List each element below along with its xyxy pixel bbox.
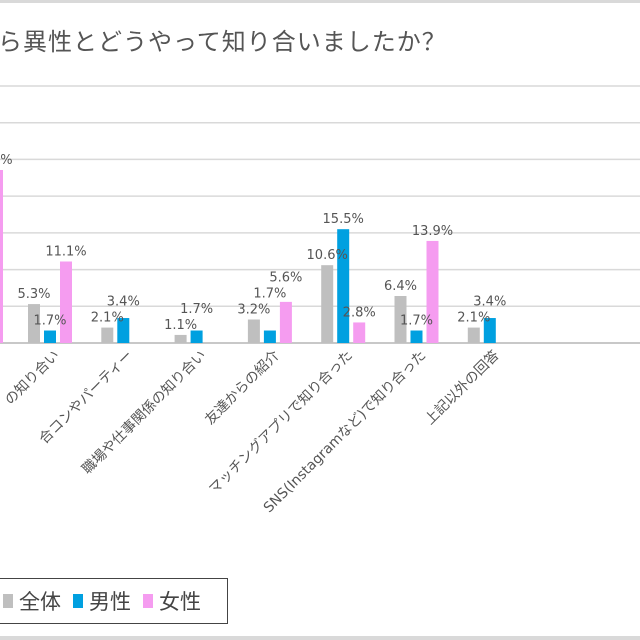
legend-item-male: 男性 (73, 586, 131, 616)
bar-0-6 (467, 327, 480, 343)
bar-0-5 (394, 296, 407, 343)
data-label: 2.8% (343, 305, 376, 320)
bar-cropped (0, 170, 3, 343)
bar-1-1 (117, 318, 130, 343)
legend-swatch-female (143, 594, 153, 608)
bar-1-3 (263, 330, 276, 343)
bar-0-4 (321, 265, 334, 343)
data-label: 1.7% (253, 287, 286, 302)
bar-2-4 (353, 322, 366, 343)
data-label: 1.7% (400, 314, 433, 329)
category-label: 職場や仕事関係の知り合い (79, 347, 210, 478)
category-label: 友達からの紹介 (202, 348, 283, 429)
data-label: 2.1% (91, 311, 124, 326)
bar-0-1 (101, 327, 114, 343)
bar-1-6 (483, 318, 496, 343)
frame-top-border (0, 0, 640, 3)
legend-swatch-male (73, 594, 83, 608)
category-label: 上記以外の回答 (421, 347, 502, 428)
category-label: マッチングアプリで知り合った (205, 347, 356, 498)
category-label: SNS(Instagramなど)で知り合った (260, 347, 429, 516)
data-label: 1.1% (164, 318, 197, 333)
data-label: 3.4% (107, 295, 140, 310)
data-label: 5.3% (17, 287, 50, 302)
legend-label-all: 全体 (19, 590, 61, 614)
chart-title: ら異性とどうやって知り合いましたか？ (0, 28, 447, 56)
legend: 全体 男性 女性 (0, 578, 228, 624)
legend-label-male: 男性 (89, 590, 131, 614)
bar-2-0 (60, 261, 72, 343)
data-label: 13.9% (412, 224, 453, 239)
bar-1-5 (410, 330, 423, 343)
data-label: 11.1% (45, 244, 86, 259)
data-label: 1.7% (180, 302, 213, 317)
bar-0-3 (247, 319, 260, 343)
data-label: 3.2% (237, 303, 270, 318)
bar-0-2 (174, 334, 187, 343)
bar-1-4 (337, 229, 350, 343)
data-label: 6.4% (384, 279, 417, 294)
bar-2-3 (279, 301, 292, 343)
legend-item-female: 女性 (143, 586, 201, 616)
data-label-cropped: 2% (0, 153, 13, 168)
data-label: 1.7% (33, 314, 66, 329)
data-label: 15.5% (323, 212, 364, 227)
bar-0-0 (28, 304, 40, 343)
category-label: の知り合い (1, 347, 63, 409)
bar-1-2 (190, 330, 203, 343)
frame-bottom-border (0, 636, 640, 640)
legend-swatch-all (3, 594, 13, 608)
bar-2-5 (426, 240, 439, 343)
data-label: 3.4% (473, 295, 506, 310)
legend-item-all: 全体 (3, 586, 61, 616)
data-label: 2.1% (457, 311, 490, 326)
data-label: 5.6% (269, 271, 302, 286)
data-label: 10.6% (307, 248, 348, 263)
bar-1-0 (44, 330, 56, 343)
legend-label-female: 女性 (159, 590, 201, 614)
